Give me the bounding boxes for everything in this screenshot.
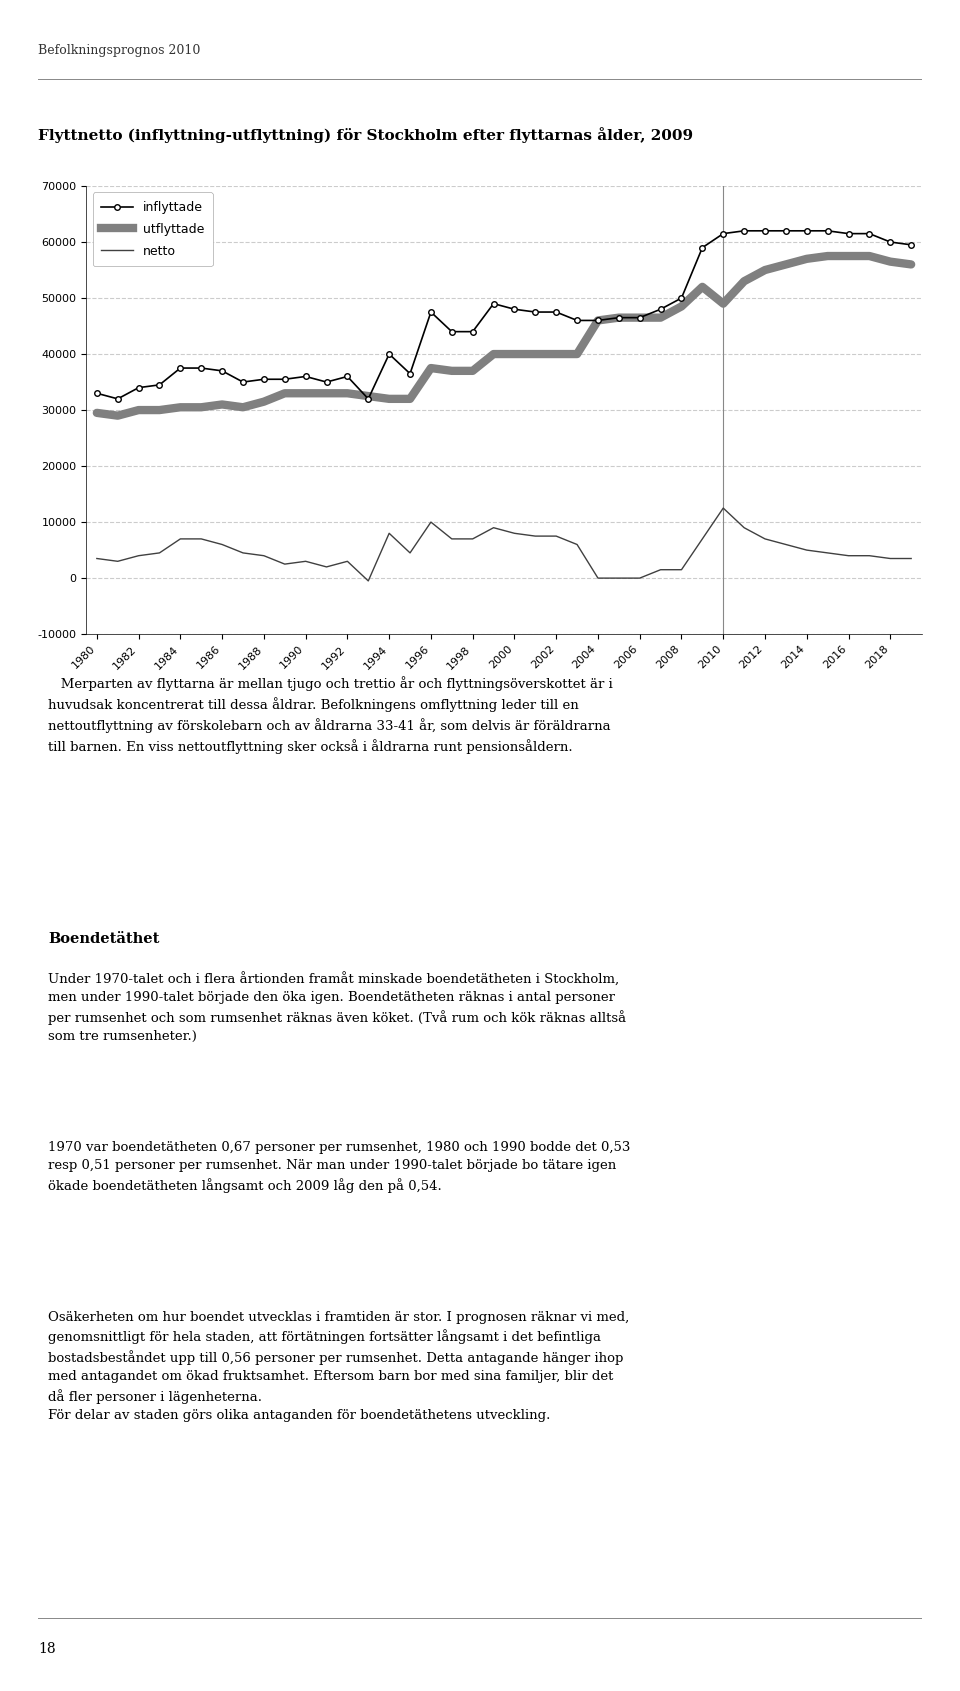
Text: Osäkerheten om hur boendet utvecklas i framtiden är stor. I prognosen räknar vi : Osäkerheten om hur boendet utvecklas i f…	[48, 1311, 629, 1422]
Text: Flyttnetto (inflyttning-utflyttning) för Stockholm efter flyttarnas ålder, 2009: Flyttnetto (inflyttning-utflyttning) för…	[38, 127, 693, 144]
Text: Under 1970-talet och i flera årtionden framåt minskade boendetätheten i Stockhol: Under 1970-talet och i flera årtionden f…	[48, 972, 626, 1043]
Legend: inflyttade, utflyttade, netto: inflyttade, utflyttade, netto	[93, 193, 213, 265]
Text: Boendetäthet: Boendetäthet	[48, 932, 159, 945]
Text: Befolkningsprognos 2010: Befolkningsprognos 2010	[38, 44, 201, 57]
Text: Merparten av flyttarna är mellan tjugo och trettio år och flyttningsöverskottet : Merparten av flyttarna är mellan tjugo o…	[48, 676, 612, 754]
Text: 1970 var boendetätheten 0,67 personer per rumsenhet, 1980 och 1990 bodde det 0,5: 1970 var boendetätheten 0,67 personer pe…	[48, 1141, 631, 1194]
Text: 18: 18	[38, 1642, 56, 1655]
